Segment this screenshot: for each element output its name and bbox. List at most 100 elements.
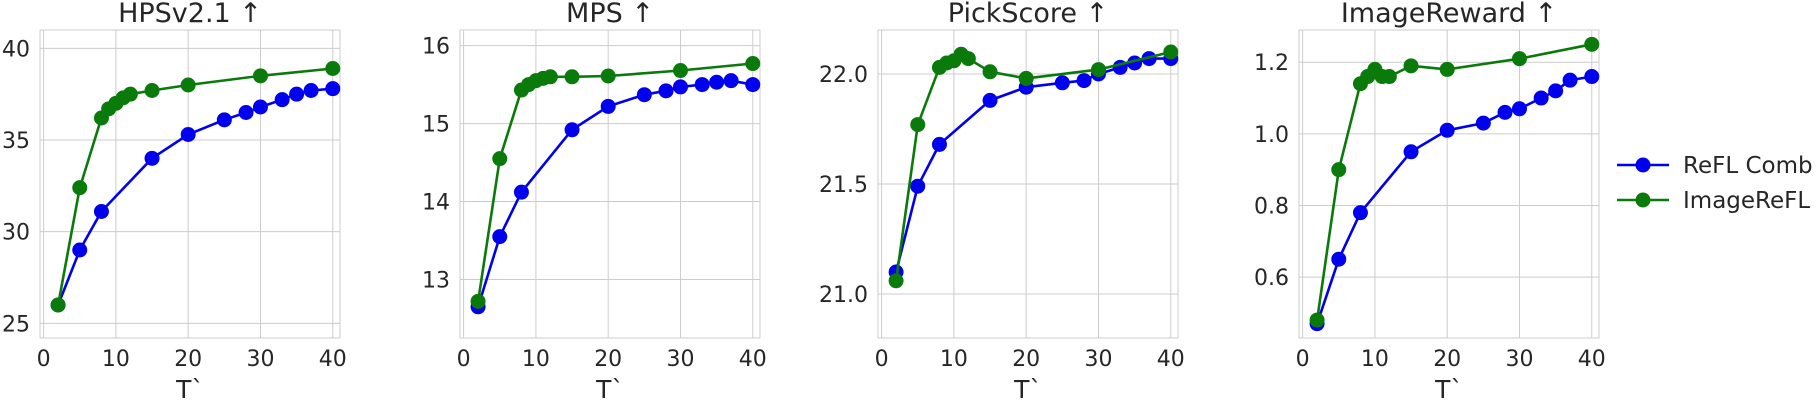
legend-label-refl-comb: ReFL Comb <box>1683 153 1813 179</box>
y-tick-label: 0.6 <box>1254 266 1289 291</box>
x-tick-label: 40 <box>1578 347 1606 372</box>
data-point-imagerefl <box>1309 312 1325 328</box>
data-point-imagerefl <box>72 180 88 196</box>
data-point-refl-comb <box>1562 72 1578 88</box>
data-point-imagerefl <box>542 69 558 85</box>
data-point-refl-comb <box>1497 104 1513 120</box>
data-point-imagerefl <box>1090 62 1106 78</box>
data-point-refl-comb <box>1076 73 1092 89</box>
data-point-refl-comb <box>1584 69 1600 85</box>
series-line-imagerefl <box>56 67 333 306</box>
data-point-refl-comb <box>216 112 232 128</box>
y-tick-label: 22.0 <box>819 63 868 88</box>
x-tick-label: 10 <box>522 347 550 372</box>
legend-marker-refl-comb <box>1635 157 1651 173</box>
data-point-refl-comb <box>658 83 674 99</box>
data-point-refl-comb <box>982 92 998 108</box>
x-axis-label: T` <box>175 375 204 402</box>
data-point-imagerefl <box>325 61 341 76</box>
data-point-refl-comb <box>694 77 710 93</box>
data-point-refl-comb <box>1439 122 1455 138</box>
chart-title: HPSv2.1 ↑ <box>118 0 262 29</box>
data-point-refl-comb <box>513 184 529 200</box>
data-point-imagerefl <box>564 69 580 85</box>
series-line-refl-comb <box>1315 75 1593 325</box>
data-point-refl-comb <box>1548 83 1564 99</box>
x-tick-label: 20 <box>1433 347 1461 372</box>
plot-area <box>877 29 1179 339</box>
x-tick-label: 20 <box>174 347 202 372</box>
y-tick-label: 21.5 <box>819 173 868 198</box>
data-point-refl-comb <box>1352 205 1368 221</box>
x-tick-label: 20 <box>594 347 622 372</box>
x-tick-label: 30 <box>1505 347 1533 372</box>
data-point-refl-comb <box>72 242 88 258</box>
data-point-imagerefl <box>470 293 486 309</box>
data-point-imagerefl <box>144 83 160 98</box>
data-point-imagerefl <box>1331 162 1347 178</box>
y-tick-label: 15 <box>422 113 450 138</box>
subplot-2: 0 10 20 30 40 13 14 15 16 MPS ↑ T` <box>422 0 767 402</box>
data-point-refl-comb <box>274 92 290 108</box>
data-point-refl-comb <box>672 79 688 95</box>
x-tick-label: 40 <box>739 347 767 372</box>
data-point-refl-comb <box>144 150 160 166</box>
data-point-refl-comb <box>636 87 652 103</box>
y-tick-label: 40 <box>2 37 30 62</box>
data-point-refl-comb <box>93 204 109 219</box>
plot-area <box>1298 29 1600 339</box>
x-tick-label: 0 <box>875 347 889 372</box>
x-tick-label: 30 <box>246 347 274 372</box>
data-point-refl-comb <box>600 98 616 114</box>
data-point-imagerefl <box>180 77 196 93</box>
chart-title: PickScore ↑ <box>948 0 1109 29</box>
data-point-imagerefl <box>1018 70 1034 86</box>
y-tick-label: 0.8 <box>1254 194 1289 219</box>
data-point-imagerefl <box>672 63 688 79</box>
data-point-imagerefl <box>1439 61 1455 77</box>
y-tick-label: 13 <box>422 269 450 294</box>
series-line-imagerefl <box>476 62 753 302</box>
y-tick-label: 30 <box>2 221 30 246</box>
data-point-refl-comb <box>745 77 761 93</box>
legend-label-imagerefl: ImageReFL <box>1683 188 1810 214</box>
data-point-refl-comb <box>252 99 268 115</box>
data-point-refl-comb <box>289 86 305 102</box>
x-tick-label: 40 <box>1157 347 1185 372</box>
data-point-refl-comb <box>1403 144 1419 160</box>
x-tick-label: 20 <box>1012 347 1040 372</box>
data-point-refl-comb <box>1533 90 1549 106</box>
data-point-refl-comb <box>931 136 947 152</box>
data-point-imagerefl <box>1511 51 1527 67</box>
legend-marker-imagerefl <box>1635 192 1651 208</box>
y-tick-label: 16 <box>422 35 450 60</box>
data-point-refl-comb <box>1511 101 1527 117</box>
data-point-imagerefl <box>1381 69 1397 85</box>
y-tick-label: 14 <box>422 191 450 216</box>
subplot-3: 0 10 20 30 40 21.0 21.5 22.0 PickScore ↑ T` <box>819 0 1185 402</box>
x-tick-label: 10 <box>940 347 968 372</box>
y-tick-label: 35 <box>2 129 30 154</box>
x-tick-label: 40 <box>319 347 347 372</box>
x-tick-label: 0 <box>37 347 51 372</box>
data-point-refl-comb <box>1331 251 1347 267</box>
data-point-refl-comb <box>564 122 580 138</box>
x-tick-label: 0 <box>457 347 471 372</box>
legend: ReFL Comb ImageReFL <box>1617 153 1813 214</box>
data-point-imagerefl <box>960 51 976 67</box>
subplot-1: 0 10 20 30 40 25 30 35 40 HPSv2.1 ↑ T` <box>2 0 347 402</box>
data-point-imagerefl <box>122 86 138 102</box>
y-tick-label: 1.0 <box>1254 123 1289 148</box>
chart-title: ImageReward ↑ <box>1341 0 1557 29</box>
data-point-refl-comb <box>303 83 319 98</box>
x-axis-label: T` <box>1013 375 1042 402</box>
data-point-refl-comb <box>1475 115 1491 131</box>
x-tick-label: 10 <box>1361 347 1389 372</box>
data-point-refl-comb <box>180 127 196 142</box>
data-point-imagerefl <box>982 64 998 80</box>
data-point-imagerefl <box>1584 36 1600 52</box>
y-tick-label: 21.0 <box>819 283 868 308</box>
plot-area <box>459 29 761 339</box>
series-line-refl-comb <box>894 57 1171 273</box>
